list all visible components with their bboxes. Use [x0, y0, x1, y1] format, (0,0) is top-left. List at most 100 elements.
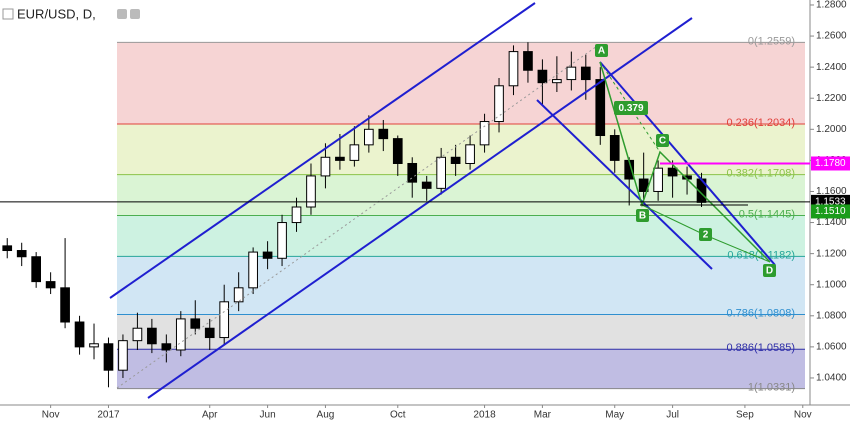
candle-body [378, 128, 389, 140]
candle-body [479, 121, 490, 146]
symbol-icon [2, 8, 14, 20]
y-tick-label: 1.2600 [816, 31, 847, 42]
candle-body [523, 51, 533, 71]
y-tick-label: 1.2800 [816, 0, 847, 11]
y-tick-label: 1.2400 [816, 62, 847, 73]
candle-body [320, 156, 331, 177]
abcd-pattern [599, 61, 771, 263]
y-tick-label: 1.1400 [816, 217, 847, 228]
x-tick-label: Oct [390, 410, 406, 421]
label-box [763, 264, 776, 277]
fib-label: 0.886(1.0585) [727, 342, 796, 354]
candle-body [494, 85, 504, 123]
fib-zone [117, 124, 805, 175]
candle-body [436, 156, 447, 189]
candle-body [132, 327, 143, 342]
candle-body [653, 167, 663, 192]
fib-label: 0(1.2559) [748, 35, 795, 47]
price-marker [811, 204, 850, 219]
x-tick-label: Nov [42, 410, 60, 421]
candle-body [609, 135, 620, 161]
point-label: B [639, 211, 646, 222]
candle-body [306, 175, 316, 208]
candle-body [392, 138, 403, 164]
candle-body [262, 251, 273, 259]
y-tick-label: 1.2200 [816, 93, 847, 104]
y-tick-label: 1.0800 [816, 310, 847, 321]
candle-body [233, 287, 244, 303]
candle-body [580, 66, 591, 81]
fib-zone [117, 215, 805, 257]
chart-title: EUR/USD, D, [17, 6, 96, 21]
candle-body [335, 156, 345, 161]
label-box [699, 228, 712, 241]
fib-label: 0.786(1.0808) [727, 307, 796, 319]
label-box [656, 134, 669, 147]
candle-body [566, 66, 577, 81]
candle-body [552, 79, 562, 84]
y-tick-label: 1.1200 [816, 248, 847, 259]
ratio-label: 0.379 [618, 103, 643, 114]
y-tick-label: 1.0400 [816, 373, 847, 384]
price-marker [811, 156, 850, 171]
trend-line [116, 43, 601, 389]
channel-line [536, 99, 713, 270]
candle-body [349, 144, 360, 161]
candle-body [103, 343, 114, 371]
candle-body [175, 318, 186, 351]
drawings: A B C D 2 0.379 [109, 2, 776, 399]
fib-label: 0.618(1.1182) [727, 249, 795, 261]
x-tick-label: 2018 [473, 410, 496, 421]
candle-body [248, 251, 258, 289]
fib-zone [117, 42, 805, 125]
candle-body [190, 318, 201, 329]
label-box [636, 209, 649, 222]
fib-zone [117, 256, 805, 315]
candle-body [508, 51, 519, 87]
y-tick-label: 1.1600 [816, 186, 847, 197]
candle-body [595, 79, 606, 137]
candle-body [161, 343, 172, 351]
fib-label: 0.5(1.1445) [739, 208, 795, 220]
candle-body [364, 128, 374, 146]
close-icon[interactable] [130, 9, 140, 19]
fib-zone [117, 349, 805, 389]
candle-body [277, 222, 287, 259]
point-label: A [598, 46, 605, 57]
price-marker-label: 1.1533 [815, 197, 846, 208]
candle-body [291, 206, 302, 224]
x-tick-label: Apr [202, 410, 218, 421]
candle-body [421, 181, 432, 189]
settings-icon[interactable] [117, 9, 127, 19]
candle-body [219, 301, 230, 339]
price-marker-label: 1.1510 [815, 206, 846, 217]
channel-line [147, 17, 693, 399]
x-tick-label: May [605, 410, 624, 421]
y-tick-label: 1.2000 [816, 124, 847, 135]
candle-body [465, 144, 475, 164]
candle-body [2, 245, 13, 252]
candle-body [45, 281, 56, 289]
candle-body [60, 287, 70, 323]
candles [2, 42, 707, 388]
x-tick-label: Nov [794, 410, 812, 421]
channel-line [109, 2, 536, 299]
price-marker-label: 1.1780 [815, 158, 846, 169]
candle-body [537, 69, 548, 84]
x-tick-label: 2017 [97, 410, 120, 421]
fib-zone [117, 314, 805, 350]
candle-body [204, 327, 215, 339]
point-label: D [766, 266, 773, 277]
fib-label: 0.382(1.1708) [727, 168, 796, 180]
fib-label: 1(1.0331) [748, 382, 795, 394]
x-tick-label: Aug [317, 410, 335, 421]
y-tick-label: 1.0600 [816, 342, 847, 353]
candle-body [118, 340, 128, 371]
point-label: C [659, 136, 666, 147]
point-label: 2 [703, 230, 709, 241]
candle-body [667, 167, 678, 177]
candle-body [147, 327, 157, 345]
